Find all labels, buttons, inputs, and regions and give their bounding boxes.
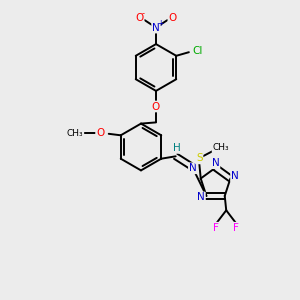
Text: CH₃: CH₃ bbox=[212, 143, 229, 152]
Text: S: S bbox=[196, 153, 202, 164]
Text: F: F bbox=[233, 223, 239, 233]
Text: O: O bbox=[135, 13, 144, 23]
Text: F: F bbox=[213, 223, 219, 233]
Text: N: N bbox=[197, 192, 205, 203]
Text: N: N bbox=[231, 171, 239, 181]
Text: O: O bbox=[168, 13, 177, 23]
Text: CH₃: CH₃ bbox=[67, 129, 83, 138]
Text: O: O bbox=[96, 128, 104, 138]
Text: Cl: Cl bbox=[193, 46, 203, 56]
Text: N: N bbox=[212, 158, 219, 168]
Text: -: - bbox=[142, 9, 145, 18]
Text: H: H bbox=[173, 143, 181, 153]
Text: N: N bbox=[152, 22, 160, 33]
Text: +: + bbox=[157, 19, 164, 28]
Text: N: N bbox=[189, 163, 196, 173]
Text: O: O bbox=[152, 101, 160, 112]
